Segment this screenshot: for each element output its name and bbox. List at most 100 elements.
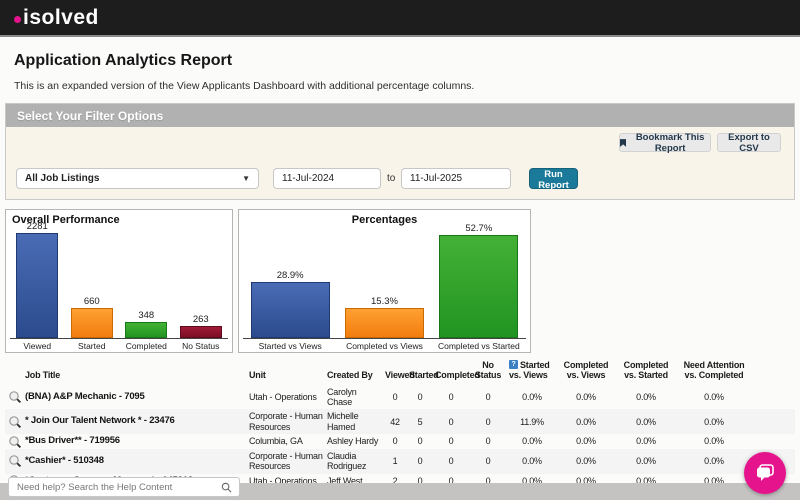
search-icon[interactable] [221,482,232,493]
date-from-input[interactable] [273,168,381,189]
row-filler [751,395,795,399]
viewed-count: 0 [383,434,407,448]
magnifier-icon[interactable] [8,435,22,449]
chart-category-labels: Started vs Views Completed vs Views Comp… [243,341,526,351]
unit: Corporate - Human Resources [247,449,325,474]
created-by: Claudia Rodriguez [325,449,383,474]
help-search-input[interactable] [9,482,221,493]
export-to-csv-button[interactable]: Export to CSV [717,133,781,152]
col-header-started-vs-views: ?Started vs. Views [507,358,557,383]
chart-plot-area: 2281 660 348 263 [10,221,228,339]
bar-column: 52.7% [432,223,526,338]
bar-column: 2281 [10,221,65,338]
started-count: 0 [407,434,433,448]
viewed-count: 42 [383,415,407,429]
completed-count: 0 [433,434,469,448]
date-to-input[interactable] [401,168,511,189]
chart-plot-area: 28.9% 15.3% 52.7% [243,223,526,339]
job-title[interactable]: * Join Our Talent Network * - 23476 [23,414,247,429]
chat-widget-button[interactable] [744,452,786,494]
col-header-unit: Unit [247,368,325,382]
category-label: Viewed [10,341,65,351]
filter-panel: Select Your Filter Options Bookmark This… [5,103,795,200]
created-by: Carolyn Chase [325,385,383,410]
export-to-csv-label: Export to CSV [718,132,780,154]
completed-vs-started-pct: 0.0% [615,390,677,404]
completed-vs-started-pct: 0.0% [615,415,677,429]
bar-completed [125,322,167,338]
row-filler [751,440,795,444]
bar-value-label: 28.9% [277,270,304,281]
overall-performance-chart: Overall Performance 2281 660 348 263 Vie… [5,209,233,353]
bar-started [71,308,113,338]
bar-value-label: 660 [84,296,100,307]
table-row: (BNA) A&P Mechanic - 7095 Utah - Operati… [5,385,795,410]
table-row: *Bus Driver** - 719956 Columbia, GA Ashl… [5,434,795,449]
row-filler [751,420,795,424]
logo-text: isolved [23,6,99,30]
no-status-count: 0 [469,454,507,468]
bar-column: 263 [174,314,229,338]
category-label: Completed [119,341,174,351]
category-label: Completed vs Started [432,341,526,351]
isolved-logo: isolved [14,6,99,30]
percentages-chart: Percentages 28.9% 15.3% 52.7% Started vs… [238,209,531,353]
completed-count: 0 [433,454,469,468]
table-header-row: Job Title Unit Created By Viewed Started… [5,358,795,385]
help-search [8,477,240,497]
run-report-button[interactable]: Run Report [529,168,578,189]
bar-no-status [180,326,222,338]
chart-category-labels: Viewed Started Completed No Status [10,341,228,351]
bar-completed-vs-views [345,308,424,338]
created-by: Michelle Hamed [325,409,383,434]
page-subtitle: This is an expanded version of the View … [14,80,474,92]
help-tooltip-icon[interactable]: ? [509,360,518,369]
job-listings-dropdown-value: All Job Listings [25,173,99,184]
bar-column: 28.9% [243,270,337,338]
started-vs-views-pct: 0.0% [507,454,557,468]
col-header-no-status: No Status [469,358,507,383]
col-header-completed: Completed [433,368,469,382]
bar-column: 15.3% [337,296,431,338]
need-attention-vs-completed-pct: 0.0% [677,454,751,468]
filter-panel-header: Select Your Filter Options [6,104,794,127]
completed-count: 0 [433,415,469,429]
completed-vs-views-pct: 0.0% [557,415,615,429]
created-by: Ashley Hardy [325,434,383,448]
col-header-viewed: Viewed [383,368,407,382]
unit: Corporate - Human Resources [247,409,325,434]
top-app-bar: isolved [0,0,800,37]
logo-pink-dot-icon [14,16,21,23]
need-attention-vs-completed-pct: 0.0% [677,390,751,404]
started-vs-views-pct: 11.9% [507,415,557,429]
need-attention-vs-completed-pct: 0.0% [677,434,751,448]
job-title[interactable]: (BNA) A&P Mechanic - 7095 [23,390,247,405]
bar-value-label: 263 [193,314,209,325]
bar-column: 660 [65,296,120,338]
table-row: *Cashier* - 510348 Corporate - Human Res… [5,449,795,474]
magnifier-icon[interactable] [8,415,22,429]
job-title[interactable]: *Bus Driver** - 719956 [23,434,247,449]
category-label: Completed vs Views [337,341,431,351]
magnifier-icon[interactable] [8,390,22,404]
completed-vs-views-pct: 0.0% [557,434,615,448]
no-status-count: 0 [469,390,507,404]
col-header-completed-vs-views: Completed vs. Views [557,358,615,383]
job-title[interactable]: *Cashier* - 510348 [23,454,247,469]
need-attention-vs-completed-pct: 0.0% [677,415,751,429]
magnifier-icon[interactable] [8,454,22,468]
bar-column: 348 [119,310,174,338]
unit: Columbia, GA [247,434,325,448]
no-status-count: 0 [469,415,507,429]
bar-completed-vs-started [439,235,518,338]
category-label: Started vs Views [243,341,337,351]
job-listings-dropdown[interactable]: All Job Listings ▼ [16,168,259,189]
chat-bubble-icon [754,462,776,484]
bookmark-report-button[interactable]: Bookmark This Report [619,133,711,152]
bar-value-label: 15.3% [371,296,398,307]
date-range-to-label: to [387,173,395,184]
col-header-started: Started [407,368,433,382]
completed-vs-views-pct: 0.0% [557,454,615,468]
col-header-need-attention-vs-completed: Need Attention vs. Completed [677,358,751,383]
page-title: Application Analytics Report [14,52,232,70]
